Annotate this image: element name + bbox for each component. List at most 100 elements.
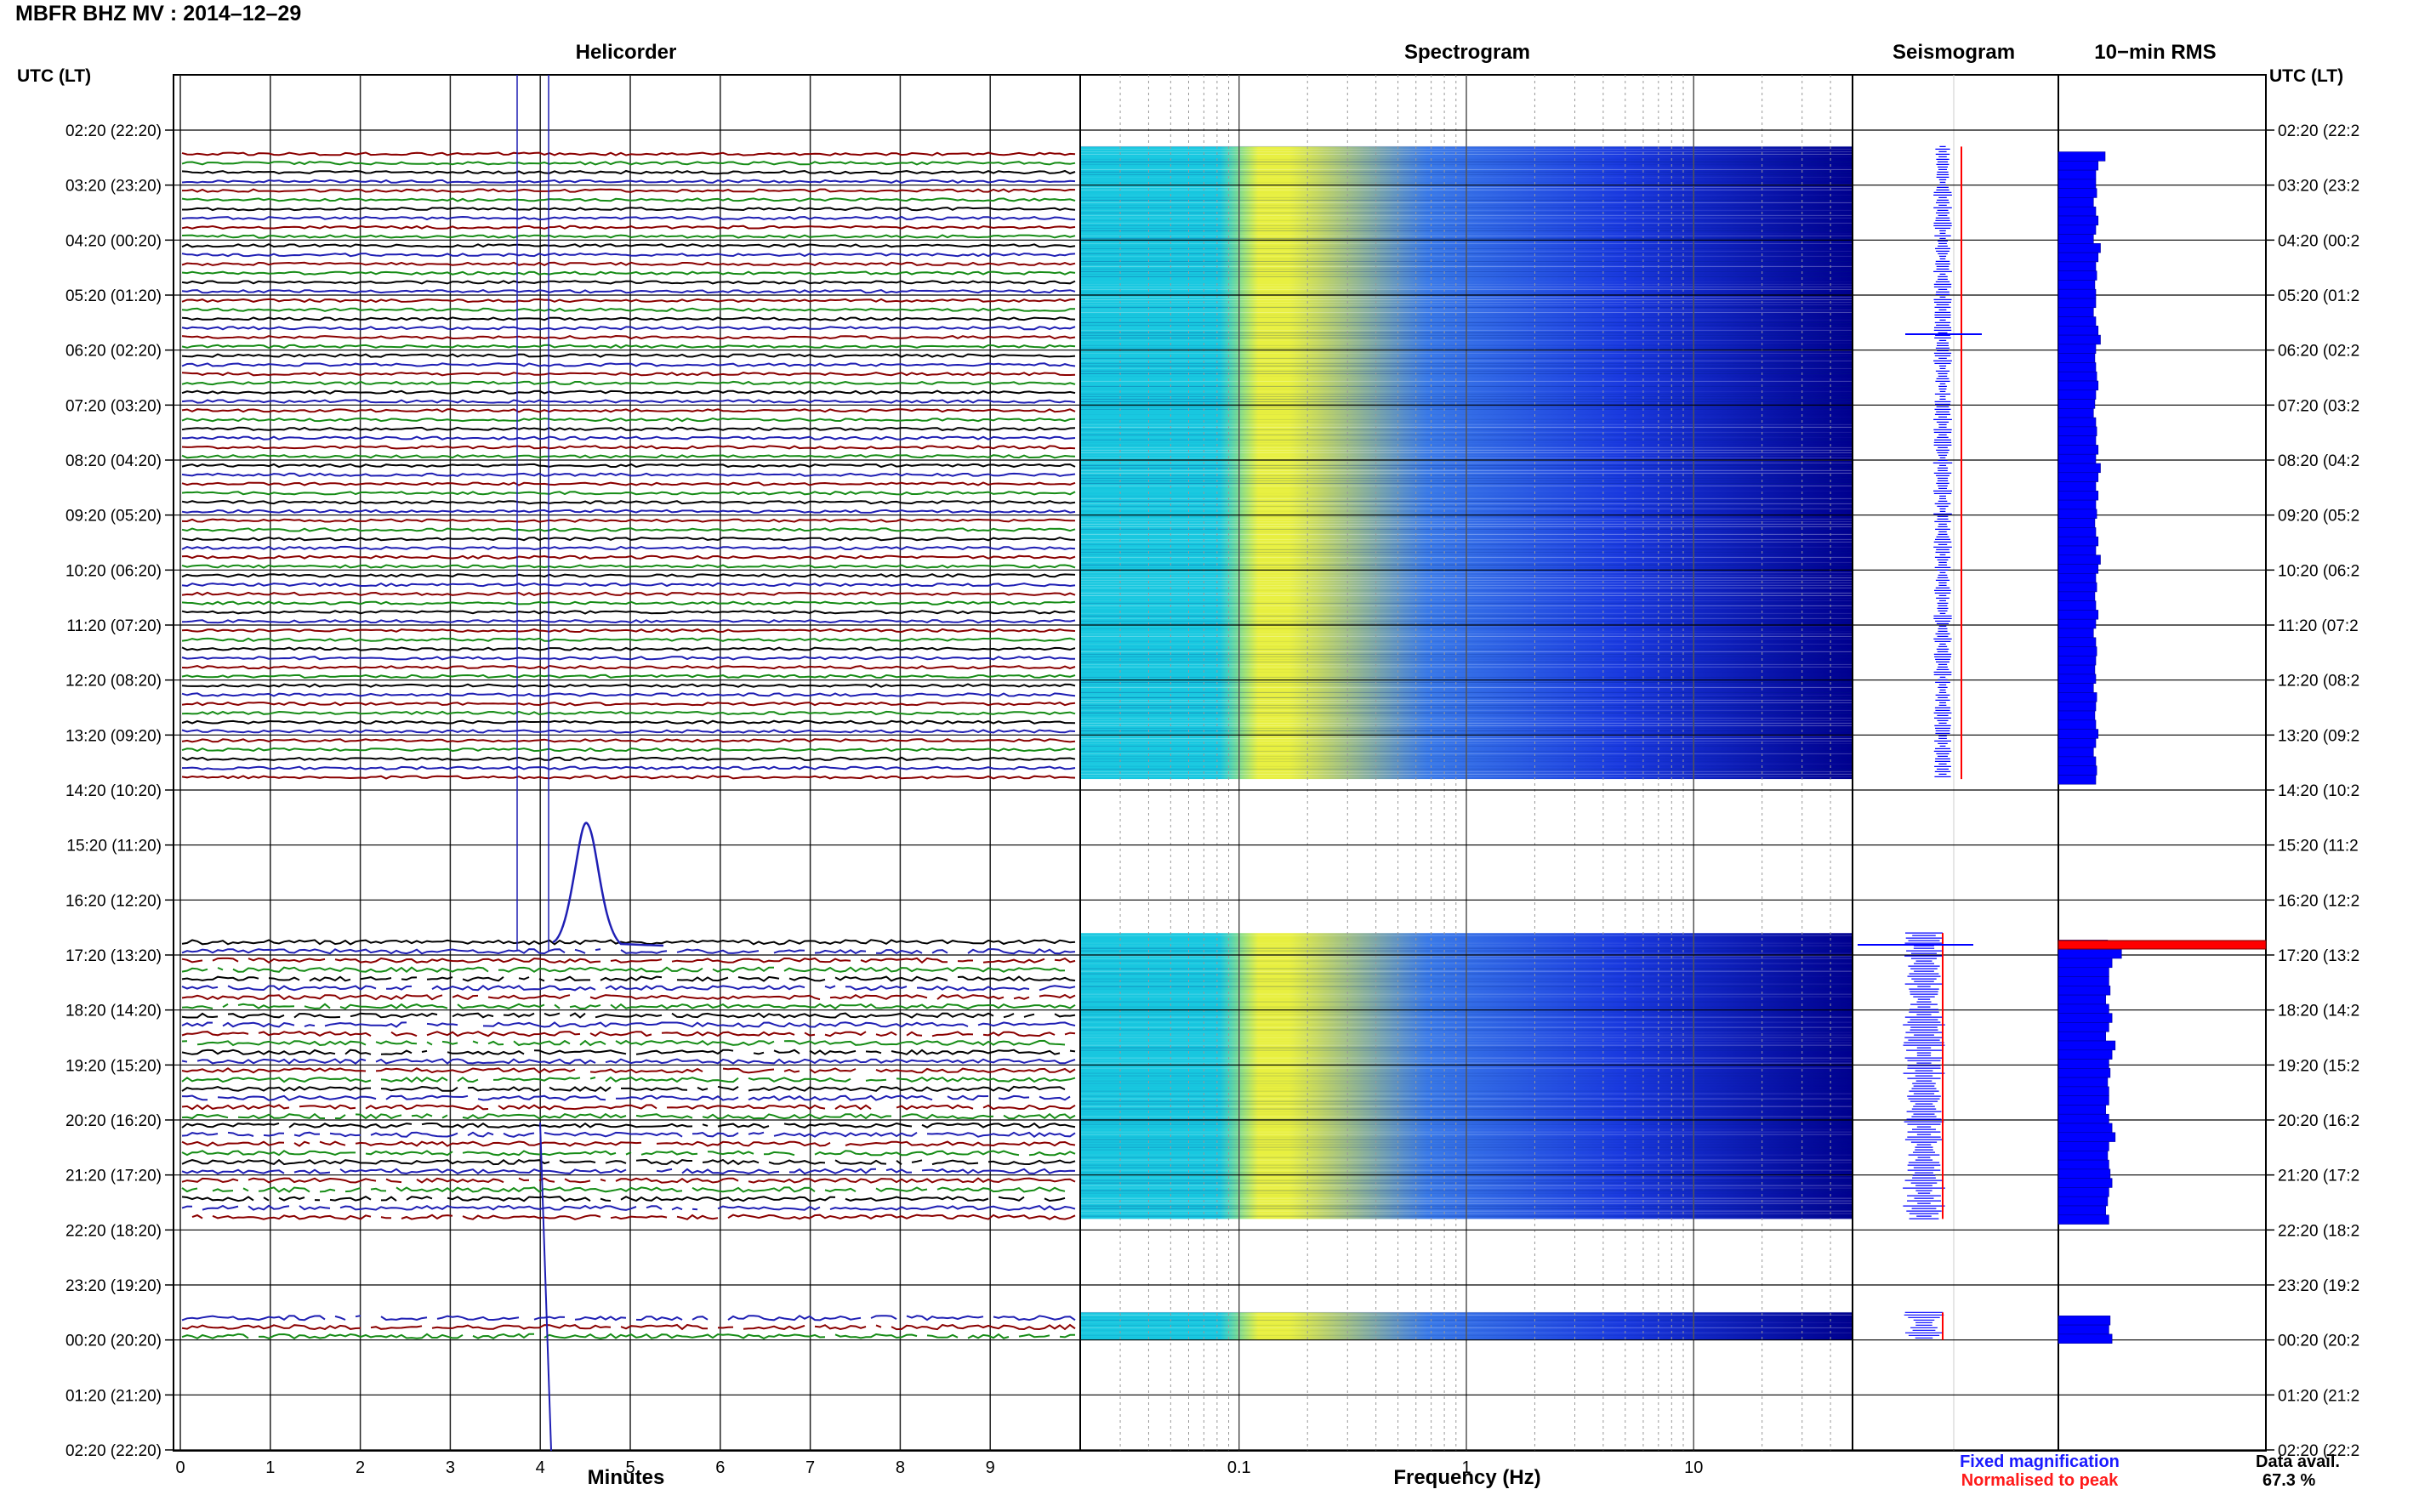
time-label-right: 00:20 (20:2 [2278, 1333, 2359, 1350]
time-label-right: 18:20 (14:2 [2278, 1003, 2359, 1020]
rms-bar [2058, 1324, 2109, 1335]
spectrogram-tick-label: 1 [1461, 1458, 1471, 1477]
helicorder-trace [181, 179, 1076, 184]
rms-bar [2058, 986, 2111, 996]
helicorder-trace [181, 472, 1076, 477]
seismogram-trace [1903, 932, 1945, 1219]
rms-bar [2058, 243, 2101, 253]
helicorder-trace [181, 1076, 1076, 1083]
helicorder-trace [181, 298, 1076, 304]
time-label-left: 02:20 (22:20) [65, 1442, 162, 1460]
helicorder-trace [181, 161, 1076, 166]
time-label-right: 11:20 (07:2 [2278, 617, 2359, 635]
helicorder-trace [181, 582, 1076, 588]
time-label-left: 08:20 (04:20) [65, 452, 162, 470]
helicorder-trace [181, 1003, 1076, 1010]
helicorder-trace [181, 775, 1076, 780]
helicorder-trace [182, 968, 1075, 972]
helicorder-tick-label: 0 [175, 1458, 185, 1477]
helicorder-trace [181, 1131, 1076, 1138]
time-label-left: 18:20 (14:20) [65, 1003, 162, 1020]
helicorder-trace [181, 151, 1076, 156]
helicorder-trace [181, 197, 1076, 202]
rms-bar [2058, 491, 2099, 501]
rms-bar [2058, 179, 2097, 189]
rms-bar [2058, 298, 2097, 309]
spectrogram-tick-label: 0.1 [1227, 1458, 1251, 1477]
seismogram-frame [1852, 74, 2059, 1452]
rms-bar [2058, 1105, 2106, 1115]
rms-bar [2058, 234, 2094, 244]
rms-bar [2058, 252, 2099, 263]
helicorder-trace [181, 1021, 1076, 1028]
rms-bar [2058, 1141, 2109, 1151]
rms-bar [2058, 307, 2094, 317]
data-availability-value: 67.3 % [2262, 1471, 2316, 1490]
helicorder-trace [181, 738, 1076, 743]
rms-bar [2058, 280, 2096, 290]
helicorder-trace [181, 326, 1076, 331]
helicorder-trace [181, 1031, 1076, 1037]
helicorder-trace [181, 985, 1076, 992]
rms-bar [2058, 692, 2097, 702]
helicorder-trace [181, 702, 1076, 707]
rms-bar [2058, 765, 2097, 776]
helicorder-trace [181, 729, 1076, 734]
helicorder-trace [181, 656, 1075, 661]
rms-bar [2058, 710, 2096, 721]
helicorder-tick-label: 7 [805, 1458, 815, 1477]
helicorder-trace [181, 188, 1076, 193]
time-label-left: 09:20 (05:20) [65, 508, 162, 526]
rms-bar [2058, 582, 2097, 593]
helicorder-traces [181, 151, 1076, 1340]
time-label-left: 19:20 (15:20) [65, 1057, 162, 1075]
helicorder-trace [181, 426, 1076, 431]
helicorder-trace [182, 1087, 1075, 1091]
time-label-right: 05:20 (01:2 [2278, 287, 2359, 305]
helicorder-trace [182, 207, 1076, 212]
helicorder-trace [181, 280, 1076, 285]
helicorder-trace [181, 610, 1076, 615]
rms-bar [2058, 994, 2106, 1005]
rms-bar [2058, 426, 2097, 436]
helicorder-trace [181, 169, 1076, 175]
helicorder-trace [181, 756, 1076, 761]
helicorder-trace [181, 719, 1076, 725]
rms-bar [2058, 509, 2097, 519]
rms-peak-bar [2058, 940, 2267, 950]
rms-bars [2058, 151, 2267, 1344]
rms-bar [2058, 326, 2099, 336]
helicorder-trace [181, 1094, 1071, 1101]
helicorder-trace [181, 270, 1076, 276]
helicorder-trace [181, 234, 1076, 239]
helicorder-trace [182, 1187, 1075, 1191]
rms-bar [2058, 270, 2097, 281]
helicorder-trace [181, 628, 1076, 634]
helicorder-trace [181, 454, 1076, 459]
helicorder-trace [181, 939, 1076, 946]
rms-bar [2058, 1214, 2109, 1225]
helicorder-trace [181, 957, 1076, 964]
helicorder-trace [181, 765, 1076, 770]
time-label-right: 06:20 (02:2 [2278, 343, 2359, 361]
helicorder-tick-label: 8 [896, 1458, 905, 1477]
time-label-right: 16:20 (12:2 [2278, 892, 2359, 910]
rms-bar [2058, 1003, 2109, 1014]
rms-bar [2058, 288, 2097, 299]
helicorder-trace [181, 537, 1076, 542]
time-label-left: 10:20 (06:20) [65, 562, 162, 580]
rms-bar [2058, 188, 2097, 198]
time-label-right: 07:20 (03:2 [2278, 397, 2359, 415]
rms-bar [2058, 646, 2097, 657]
helicorder-trace [181, 975, 1076, 982]
helicorder-tick-label: 4 [536, 1458, 545, 1477]
rms-bar [2058, 151, 2106, 162]
helicorder-trace [181, 362, 1076, 367]
time-label-right: 20:20 (16:2 [2278, 1112, 2359, 1130]
spectrogram-tick-label: 10 [1684, 1458, 1703, 1477]
time-label-left: 14:20 (10:20) [65, 782, 162, 800]
rms-bar [2058, 1159, 2109, 1170]
rms-bar [2058, 600, 2097, 611]
rms-bar [2058, 481, 2097, 492]
rms-bar [2058, 225, 2097, 235]
